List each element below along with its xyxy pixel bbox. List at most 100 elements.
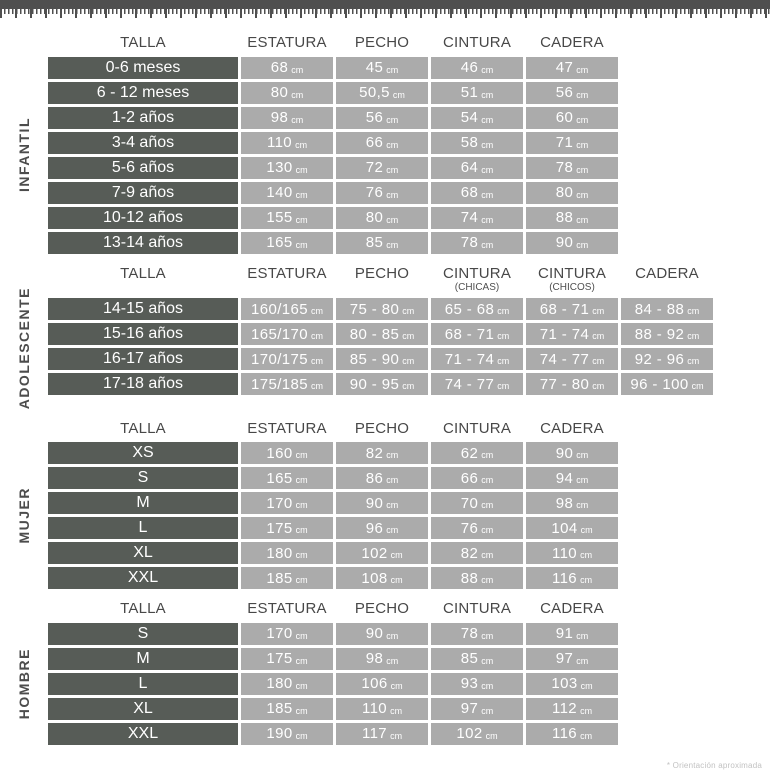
section-side-label-adolescente: ADOLESCENTE [16, 286, 32, 409]
value-number: 90 [365, 625, 384, 643]
value-number: 68 - 71 [444, 325, 495, 343]
cm-unit: cm [386, 189, 399, 200]
value-cell: 160/165 cm [241, 298, 333, 320]
value-cell: 85 - 90 cm [336, 348, 428, 370]
cm-unit: cm [580, 730, 593, 741]
cm-unit: cm [481, 164, 494, 175]
value-cell: 94 cm [526, 467, 618, 490]
column-header-cintura-chicas: CINTURA (CHICAS) [431, 263, 523, 293]
value-number: 102 [361, 544, 388, 562]
cm-unit: cm [392, 89, 405, 100]
value-number: 94 [555, 469, 574, 487]
cm-unit: cm [592, 381, 605, 391]
cm-unit: cm [402, 381, 415, 391]
column-header-pecho: PECHO [336, 263, 428, 294]
value-cell: 80 cm [336, 206, 428, 229]
section-infantil: INFANTIL TALLA ESTATURA PECHO CINTURA CADERA 0… [0, 32, 770, 254]
value-number: 71 [555, 134, 574, 151]
value-cell: 90 - 95 cm [336, 373, 428, 395]
column-header-cintura-chicos: CINTURA (CHICOS) [526, 263, 618, 293]
value-cell: 68 cm [241, 56, 333, 79]
value-number: 180 [266, 544, 293, 562]
cm-unit: cm [386, 630, 399, 641]
cm-unit: cm [691, 381, 704, 391]
value-number: 97 [460, 700, 479, 718]
value-number: 71 - 74 [539, 325, 590, 343]
value-cell: 92 - 96 cm [621, 348, 713, 370]
section-side-label-infantil: INFANTIL [16, 117, 32, 193]
cm-unit: cm [295, 730, 308, 741]
cm-unit: cm [390, 550, 403, 561]
value-cell: 175 cm [241, 647, 333, 670]
column-header-pecho: PECHO [336, 32, 428, 52]
value-number: 165 [266, 469, 293, 487]
column-header-label: CADERA [540, 600, 604, 618]
value-cell: 68 - 71 cm [431, 323, 523, 345]
value-cell: 104 cm [526, 517, 618, 540]
column-header-label: PECHO [354, 419, 410, 437]
cm-unit: cm [481, 64, 494, 75]
value-number: 68 [270, 59, 289, 76]
value-number: 165/170 [250, 325, 309, 343]
value-number: 104 [551, 519, 578, 537]
column-header-pecho: PECHO [336, 598, 428, 618]
cm-unit: cm [481, 89, 494, 100]
size-label-cell: 13-14 años [48, 231, 238, 254]
value-number: 140 [266, 184, 293, 201]
cm-unit: cm [485, 730, 498, 741]
cm-unit: cm [295, 139, 308, 150]
column-header-talla: TALLA [48, 263, 238, 294]
cm-unit: cm [481, 655, 494, 666]
value-cell: 80 cm [526, 181, 618, 204]
cm-unit: cm [481, 680, 494, 691]
value-cell: 75 - 80 cm [336, 298, 428, 320]
column-header-row: TALLA ESTATURA PECHO CINTURA CADERA [48, 32, 770, 52]
cm-unit: cm [291, 64, 304, 75]
cm-unit: cm [580, 705, 593, 716]
value-number: 84 - 88 [634, 300, 685, 318]
value-number: 58 [460, 134, 479, 151]
value-number: 68 - 71 [539, 300, 590, 318]
value-cell: 130 cm [241, 156, 333, 179]
value-number: 110 [361, 700, 388, 718]
value-cell: 102 cm [431, 722, 523, 745]
size-label-cell: 15-16 años [48, 323, 238, 345]
value-cell: 96 - 100 cm [621, 373, 713, 395]
size-label-cell: XL [48, 697, 238, 720]
value-cell: 88 cm [431, 567, 523, 590]
cm-unit: cm [481, 114, 494, 125]
measuring-tape-bar [0, 0, 770, 9]
cm-unit: cm [687, 306, 700, 316]
value-number: 51 [460, 84, 479, 101]
column-subheader-label: (CHICAS) [454, 282, 500, 293]
size-label-cell: S [48, 467, 238, 490]
size-label-cell: L [48, 517, 238, 540]
value-number: 47 [555, 59, 574, 76]
value-cell: 56 cm [526, 81, 618, 104]
cm-unit: cm [497, 356, 510, 366]
column-header-label: CINTURA [442, 264, 512, 282]
value-cell: 190 cm [241, 722, 333, 745]
section-mujer: MUJER TALLA ESTATURA PECHO CINTURA CADERA XS 16… [0, 418, 770, 590]
value-number: 74 - 77 [539, 350, 590, 368]
value-number: 106 [361, 675, 388, 693]
cm-unit: cm [311, 381, 324, 391]
cm-unit: cm [295, 189, 308, 200]
value-number: 98 [555, 494, 574, 512]
column-header-cintura: CINTURA [431, 598, 523, 618]
section-label-column: INFANTIL [0, 32, 48, 254]
value-cell: 84 - 88 cm [621, 298, 713, 320]
section-table: TALLA ESTATURA PECHO CINTURA CADERA S 170 cm 90 c… [48, 598, 770, 745]
value-number: 45 [365, 59, 384, 76]
value-cell: 71 cm [526, 131, 618, 154]
cm-unit: cm [390, 575, 403, 586]
value-cell: 78 cm [526, 156, 618, 179]
value-cell: 110 cm [336, 697, 428, 720]
value-number: 108 [361, 569, 388, 587]
cm-unit: cm [311, 356, 324, 366]
cm-unit: cm [576, 214, 589, 225]
column-header-label: CINTURA [442, 419, 512, 437]
value-number: 155 [266, 209, 293, 226]
value-cell: 90 cm [336, 622, 428, 645]
cm-unit: cm [295, 655, 308, 666]
